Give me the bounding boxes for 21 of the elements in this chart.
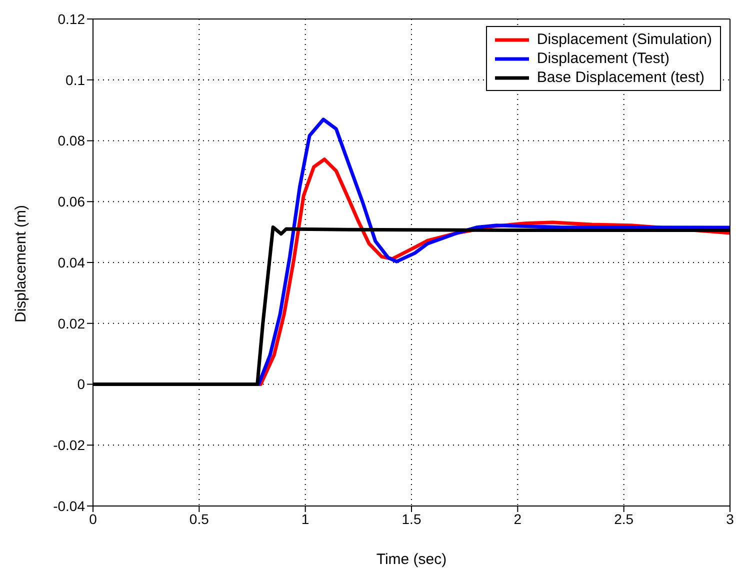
- x-tick-label: 2.5: [614, 510, 634, 527]
- x-tick-label: 0: [89, 510, 98, 527]
- legend-label: Displacement (Simulation): [536, 30, 712, 49]
- y-tick-label: 0.12: [58, 10, 86, 27]
- y-axis-title: Displacement (m): [12, 204, 30, 322]
- x-tick-label: 3: [726, 510, 734, 527]
- x-tick-label: 1.5: [402, 510, 422, 527]
- y-tick-label: 0.02: [58, 315, 86, 332]
- y-tick-label: 0.1: [66, 72, 86, 88]
- x-tick-label: 1: [301, 510, 310, 527]
- y-tick-label: 0: [77, 376, 86, 392]
- x-axis-title: Time (sec): [376, 551, 447, 568]
- x-tick-label: 2: [514, 510, 522, 527]
- y-tick-label: -0.04: [53, 498, 86, 514]
- legend-label: Displacement (Test): [536, 49, 670, 68]
- x-tick-label: 0.5: [189, 510, 210, 527]
- legend-label: Base Displacement (test): [536, 68, 704, 87]
- y-tick-label: 0.08: [58, 132, 86, 149]
- y-tick-label: 0.06: [58, 194, 86, 210]
- y-tick-label: -0.02: [53, 437, 86, 454]
- y-tick-label: 0.04: [58, 254, 86, 270]
